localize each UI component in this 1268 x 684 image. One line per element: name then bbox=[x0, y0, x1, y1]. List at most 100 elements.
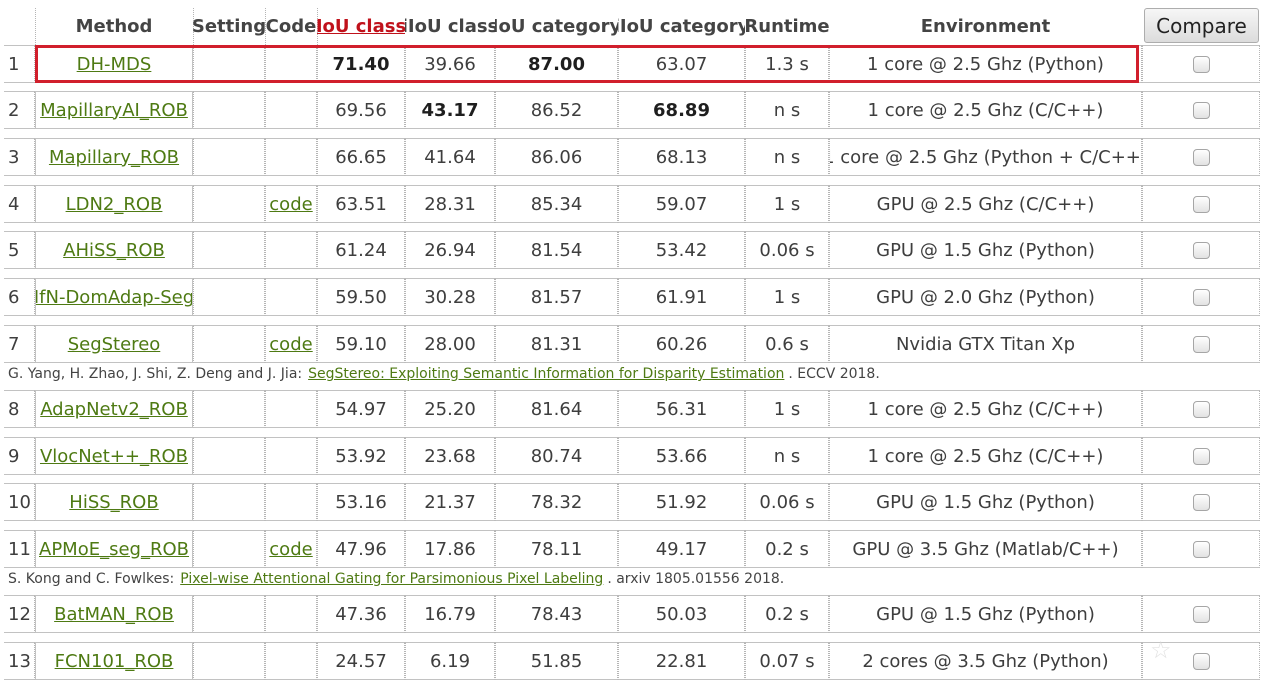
compare-checkbox[interactable] bbox=[1192, 335, 1210, 353]
cell-value: GPU @ 3.5 Ghz (Matlab/C++) bbox=[852, 538, 1119, 560]
cell-iiou-category: 51.92 bbox=[618, 483, 745, 521]
compare-checkbox[interactable] bbox=[1192, 540, 1210, 558]
cell-setting bbox=[193, 530, 265, 568]
cell-value: 24.57 bbox=[335, 650, 387, 672]
cell-iou-class: 53.92 bbox=[317, 437, 405, 475]
compare-checkbox[interactable] bbox=[1192, 55, 1210, 73]
cell-value: 53.42 bbox=[655, 239, 708, 261]
cell-rank: 1 bbox=[4, 45, 35, 83]
cell-runtime: 0.06 s bbox=[745, 231, 829, 269]
compare-checkbox[interactable] bbox=[1192, 195, 1210, 213]
method-link[interactable]: AdapNetv2_ROB bbox=[40, 398, 188, 420]
cell-environment: GPU @ 2.0 Ghz (Python) bbox=[829, 278, 1142, 316]
header-iou-category[interactable]: IoU category bbox=[495, 16, 618, 37]
header-runtime[interactable]: Runtime bbox=[745, 16, 829, 37]
header-iou-class[interactable]: IoU class bbox=[317, 16, 405, 37]
method-link[interactable]: SegStereo bbox=[67, 333, 161, 355]
code-link[interactable]: code bbox=[269, 193, 313, 215]
cell-value: 80.74 bbox=[530, 445, 583, 467]
code-link[interactable]: code bbox=[269, 538, 313, 560]
header-environment[interactable]: Environment bbox=[920, 16, 1051, 37]
method-link[interactable]: LDN2_ROB bbox=[65, 193, 163, 215]
cell-iiou-category: 63.07 bbox=[618, 45, 745, 83]
cell-iiou-class: 30.28 bbox=[405, 278, 495, 316]
cell-value: 26.94 bbox=[424, 239, 476, 261]
cell-value: 43.17 bbox=[421, 99, 479, 121]
publication-link[interactable]: SegStereo: Exploiting Semantic Informati… bbox=[308, 366, 785, 382]
cell-method: MapillaryAI_ROB bbox=[35, 91, 193, 129]
cell-value: 1.3 s bbox=[765, 53, 809, 75]
cell-value: 1 core @ 2.5 Ghz (Python + C/C++) bbox=[829, 146, 1142, 168]
method-link[interactable]: APMoE_seg_ROB bbox=[39, 538, 189, 560]
cell-compare bbox=[1142, 390, 1260, 428]
cell-value: 54.97 bbox=[335, 398, 387, 420]
cell-value: 86.52 bbox=[530, 99, 583, 121]
cell-iiou-class: 43.17 bbox=[405, 91, 495, 129]
cell-value: n s bbox=[773, 445, 801, 467]
cell-method: Mapillary_ROB bbox=[35, 138, 193, 176]
cell-value: GPU @ 2.0 Ghz (Python) bbox=[876, 286, 1095, 308]
cell-code bbox=[265, 642, 317, 680]
cell-method: IfN-DomAdap-Seg bbox=[35, 278, 193, 316]
cell-iou-class: 54.97 bbox=[317, 390, 405, 428]
cell-value: 59.50 bbox=[335, 286, 387, 308]
cell-code: code bbox=[265, 530, 317, 568]
cell-iou-class: 69.56 bbox=[317, 91, 405, 129]
cell-setting bbox=[193, 185, 265, 223]
header-divider bbox=[193, 8, 194, 45]
cell-setting bbox=[193, 595, 265, 633]
header-method[interactable]: Method bbox=[75, 16, 153, 37]
cell-method: HiSS_ROB bbox=[35, 483, 193, 521]
compare-checkbox[interactable] bbox=[1192, 241, 1210, 259]
cell-environment: 2 cores @ 3.5 Ghz (Python) bbox=[829, 642, 1142, 680]
cell-value: 86.06 bbox=[530, 146, 583, 168]
compare-checkbox[interactable] bbox=[1192, 101, 1210, 119]
cell-compare bbox=[1142, 185, 1260, 223]
method-link[interactable]: BatMAN_ROB bbox=[54, 603, 174, 625]
method-link[interactable]: FCN101_ROB bbox=[54, 650, 174, 672]
cell-iou-class: 66.65 bbox=[317, 138, 405, 176]
cell-value: 8 bbox=[8, 398, 20, 420]
compare-checkbox[interactable] bbox=[1192, 148, 1210, 166]
compare-checkbox[interactable] bbox=[1192, 288, 1210, 306]
compare-checkbox[interactable] bbox=[1192, 605, 1210, 623]
method-link[interactable]: VlocNet++_ROB bbox=[39, 445, 188, 467]
compare-button[interactable]: Compare bbox=[1144, 8, 1259, 43]
cell-value: 87.00 bbox=[528, 53, 585, 75]
method-link[interactable]: IfN-DomAdap-Seg bbox=[35, 286, 193, 308]
method-link[interactable]: AHiSS_ROB bbox=[63, 239, 165, 261]
cell-value: 21.37 bbox=[424, 491, 476, 513]
cell-value: 85.34 bbox=[530, 193, 583, 215]
cell-iiou-category: 61.91 bbox=[618, 278, 745, 316]
cell-iiou-category: 68.89 bbox=[618, 91, 745, 129]
cell-method: DH-MDS bbox=[35, 45, 193, 83]
publication-link[interactable]: Pixel-wise Attentional Gating for Parsim… bbox=[180, 571, 604, 587]
compare-checkbox[interactable] bbox=[1192, 447, 1210, 465]
cell-iiou-class: 41.64 bbox=[405, 138, 495, 176]
code-link[interactable]: code bbox=[269, 333, 313, 355]
cell-value: GPU @ 1.5 Ghz (Python) bbox=[876, 603, 1095, 625]
compare-checkbox[interactable] bbox=[1192, 400, 1210, 418]
compare-checkbox[interactable] bbox=[1192, 652, 1210, 670]
cell-iiou-category: 56.31 bbox=[618, 390, 745, 428]
header-iiou-category[interactable]: iIoU category bbox=[618, 16, 745, 37]
cell-iou-category: 51.85 bbox=[495, 642, 618, 680]
method-link[interactable]: DH-MDS bbox=[76, 53, 152, 75]
method-link[interactable]: MapillaryAI_ROB bbox=[40, 99, 188, 121]
publication-venue: . arxiv 1805.01556 2018. bbox=[607, 571, 785, 587]
cell-code bbox=[265, 595, 317, 633]
cell-runtime: 0.6 s bbox=[745, 325, 829, 363]
cell-iou-category: 81.57 bbox=[495, 278, 618, 316]
compare-checkbox[interactable] bbox=[1192, 493, 1210, 511]
cell-iiou-category: 53.66 bbox=[618, 437, 745, 475]
header-iiou-class[interactable]: iIoU class bbox=[405, 16, 495, 37]
cell-rank: 11 bbox=[4, 530, 35, 568]
method-link[interactable]: HiSS_ROB bbox=[69, 491, 159, 513]
cell-iiou-class: 23.68 bbox=[405, 437, 495, 475]
method-link[interactable]: Mapillary_ROB bbox=[48, 146, 180, 168]
cell-iiou-class: 39.66 bbox=[405, 45, 495, 83]
cell-value: 78.11 bbox=[530, 538, 583, 560]
cell-value: n s bbox=[773, 99, 801, 121]
header-setting[interactable]: Setting bbox=[193, 16, 265, 37]
header-code[interactable]: Code bbox=[265, 16, 317, 37]
